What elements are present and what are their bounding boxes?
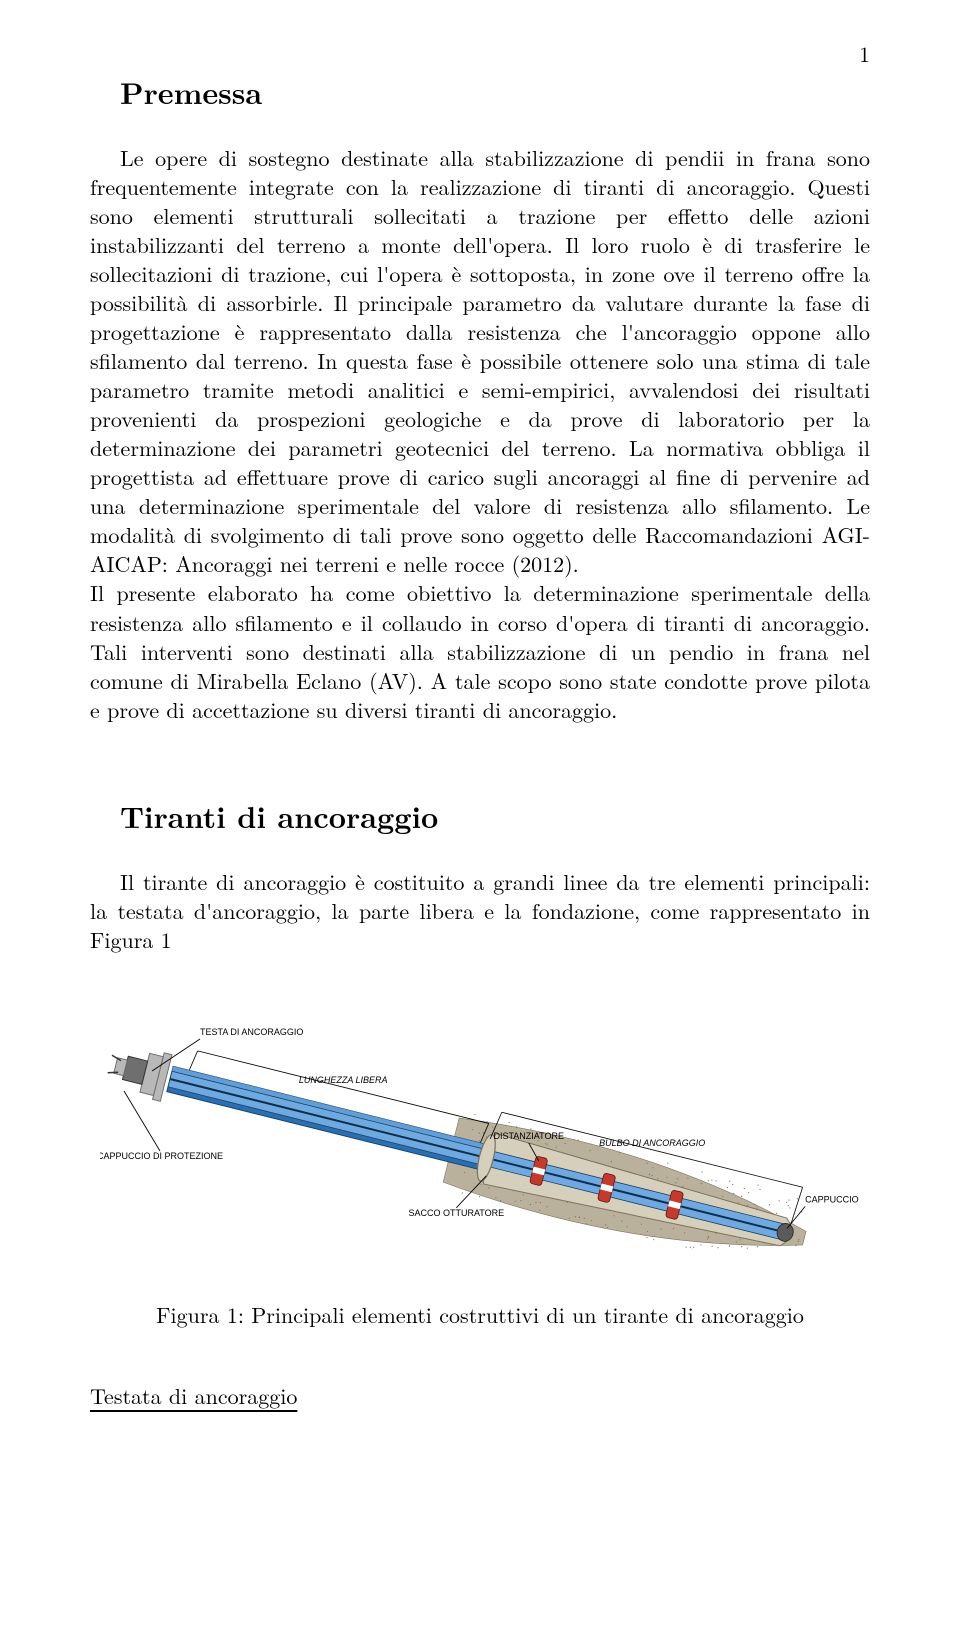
- svg-text:SACCO OTTURATORE: SACCO OTTURATORE: [408, 1208, 504, 1218]
- svg-text:LUNGHEZZA LIBERA: LUNGHEZZA LIBERA: [299, 1075, 388, 1085]
- svg-text:BULBO DI ANCORAGGIO: BULBO DI ANCORAGGIO: [599, 1137, 705, 1147]
- svg-text:TESTA DI ANCORAGGIO: TESTA DI ANCORAGGIO: [200, 1027, 303, 1037]
- subsection-testata: Testata di ancoraggio: [90, 1380, 870, 1411]
- svg-text:CAPPUCCIO FINALE: CAPPUCCIO FINALE: [805, 1194, 860, 1204]
- svg-text:DISTANZIATORE: DISTANZIATORE: [493, 1131, 564, 1141]
- section-title-tiranti: Tiranti di ancoraggio: [120, 794, 870, 837]
- paragraph-premessa-1: Le opere di sostegno destinate alla stab…: [90, 143, 870, 578]
- anchor-diagram: LUNGHEZZA LIBERA TESTA DI ANCORAGGIO BULBO…: [100, 989, 860, 1249]
- paragraph-tiranti: Il tirante di ancoraggio è costituito a …: [90, 867, 870, 954]
- page-number: 1: [859, 38, 870, 69]
- figure-1: LUNGHEZZA LIBERA TESTA DI ANCORAGGIO BULBO…: [90, 989, 870, 1254]
- section-title-premessa: Premessa: [120, 70, 870, 113]
- page: 1 Premessa Le opere di sostegno destinat…: [0, 0, 960, 1629]
- svg-text:CAPPUCCIO DI PROTEZIONE: CAPPUCCIO DI PROTEZIONE: [100, 1151, 223, 1161]
- figure-1-caption: Figura 1: Principali elementi costruttiv…: [90, 1299, 870, 1330]
- paragraph-premessa-2: Il presente elaborato ha come obiettivo …: [90, 578, 870, 723]
